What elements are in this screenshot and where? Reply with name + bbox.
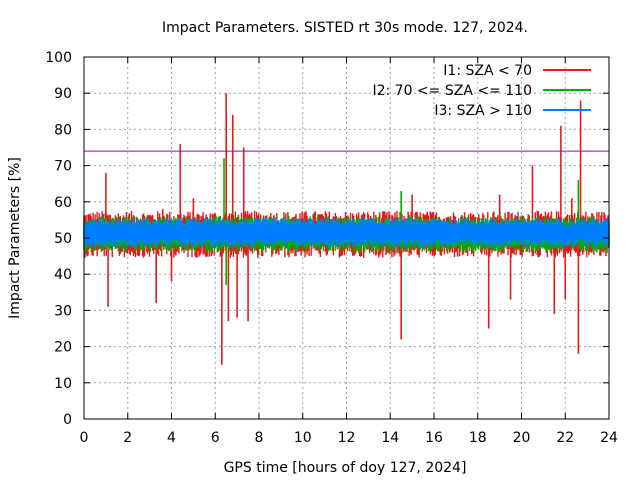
y-tick-label: 0 <box>63 412 72 428</box>
y-tick-label: 100 <box>45 50 72 66</box>
y-tick-label: 70 <box>54 159 72 175</box>
x-tick-label: 4 <box>167 430 176 446</box>
x-tick-label: 6 <box>211 430 220 446</box>
legend-label-1: I1: SZA < 70 <box>443 63 532 79</box>
y-tick-label: 80 <box>54 122 72 138</box>
y-tick-label: 10 <box>54 376 72 392</box>
x-tick-label: 22 <box>556 430 574 446</box>
data-bars <box>83 93 610 365</box>
x-tick-label: 12 <box>338 430 356 446</box>
y-tick-label: 30 <box>54 303 72 319</box>
x-tick-label: 24 <box>600 430 618 446</box>
y-tick-label: 90 <box>54 86 72 102</box>
x-tick-label: 20 <box>513 430 531 446</box>
chart-title: Impact Parameters. SISTED rt 30s mode. 1… <box>162 20 528 36</box>
x-tick-label: 10 <box>294 430 312 446</box>
x-tick-label: 2 <box>123 430 132 446</box>
legend: I1: SZA < 70 I2: 70 <= SZA <= 110 I3: SZA … <box>372 63 591 119</box>
legend-label-2: I2: 70 <= SZA <= 110 <box>372 83 532 99</box>
x-tick-label: 8 <box>255 430 264 446</box>
y-tick-label: 40 <box>54 267 72 283</box>
x-axis-label: GPS time [hours of doy 127, 2024] <box>224 460 467 476</box>
tick-labels: 0 2 4 6 8 10 12 14 16 18 20 22 240102030405060708090… <box>45 50 618 446</box>
legend-label-3: I3: SZA > 110 <box>434 103 532 119</box>
x-tick-label: 0 <box>80 430 89 446</box>
plot-frame <box>83 56 610 420</box>
y-tick-label: 50 <box>54 231 72 247</box>
y-axis-label: Impact Parameters [%] <box>7 157 23 319</box>
y-tick-label: 20 <box>54 340 72 356</box>
x-tick-label: 14 <box>381 430 399 446</box>
y-tick-label: 60 <box>54 195 72 211</box>
x-tick-label: 18 <box>469 430 487 446</box>
x-tick-label: 16 <box>425 430 443 446</box>
